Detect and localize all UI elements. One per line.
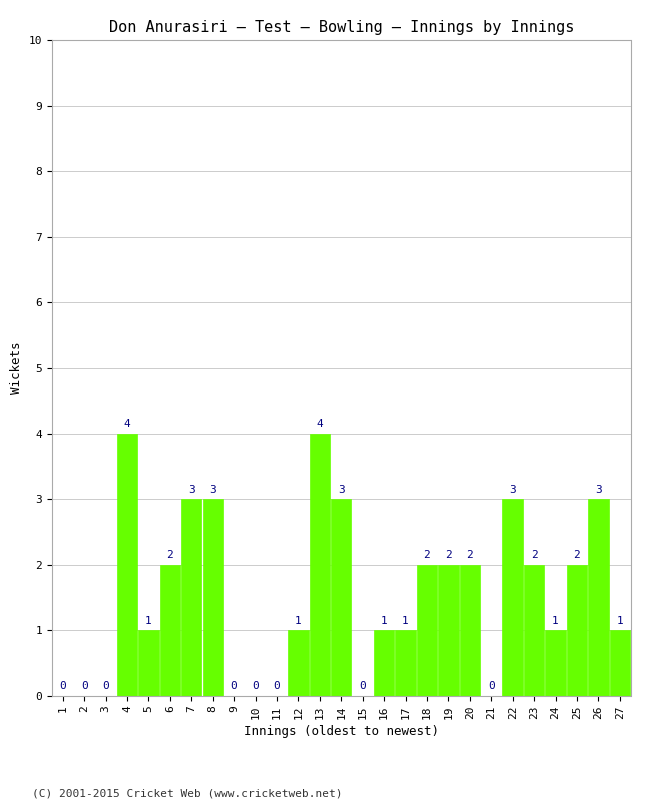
Bar [588, 499, 608, 696]
Bar [545, 630, 566, 696]
Text: 1: 1 [145, 616, 152, 626]
Text: 2: 2 [573, 550, 580, 560]
Text: 0: 0 [81, 682, 88, 691]
Bar [288, 630, 309, 696]
Bar [181, 499, 202, 696]
Text: 3: 3 [209, 485, 216, 494]
Text: 4: 4 [317, 419, 323, 429]
Bar [438, 565, 458, 696]
Text: 3: 3 [188, 485, 194, 494]
Bar [460, 565, 480, 696]
Text: 3: 3 [595, 485, 602, 494]
Text: 1: 1 [402, 616, 409, 626]
Text: 0: 0 [102, 682, 109, 691]
Text: 2: 2 [166, 550, 173, 560]
Y-axis label: Wickets: Wickets [10, 342, 23, 394]
Bar [374, 630, 395, 696]
Bar [524, 565, 544, 696]
Text: 0: 0 [231, 682, 237, 691]
Text: 1: 1 [616, 616, 623, 626]
Text: 0: 0 [59, 682, 66, 691]
Bar [567, 565, 587, 696]
Text: 0: 0 [274, 682, 280, 691]
Text: 4: 4 [124, 419, 131, 429]
Bar [395, 630, 416, 696]
Bar [610, 630, 630, 696]
Text: (C) 2001-2015 Cricket Web (www.cricketweb.net): (C) 2001-2015 Cricket Web (www.cricketwe… [32, 788, 343, 798]
X-axis label: Innings (oldest to newest): Innings (oldest to newest) [244, 725, 439, 738]
Text: 2: 2 [424, 550, 430, 560]
Text: 2: 2 [530, 550, 538, 560]
Text: 1: 1 [295, 616, 302, 626]
Text: 1: 1 [381, 616, 387, 626]
Bar [502, 499, 523, 696]
Text: 3: 3 [338, 485, 344, 494]
Title: Don Anurasiri – Test – Bowling – Innings by Innings: Don Anurasiri – Test – Bowling – Innings… [109, 20, 574, 34]
Text: 1: 1 [552, 616, 559, 626]
Text: 2: 2 [467, 550, 473, 560]
Bar [309, 434, 330, 696]
Text: 0: 0 [252, 682, 259, 691]
Text: 2: 2 [445, 550, 452, 560]
Bar [160, 565, 180, 696]
Bar [331, 499, 352, 696]
Bar [417, 565, 437, 696]
Text: 3: 3 [510, 485, 516, 494]
Bar [138, 630, 159, 696]
Bar [203, 499, 223, 696]
Text: 0: 0 [488, 682, 495, 691]
Text: 0: 0 [359, 682, 366, 691]
Bar [117, 434, 137, 696]
